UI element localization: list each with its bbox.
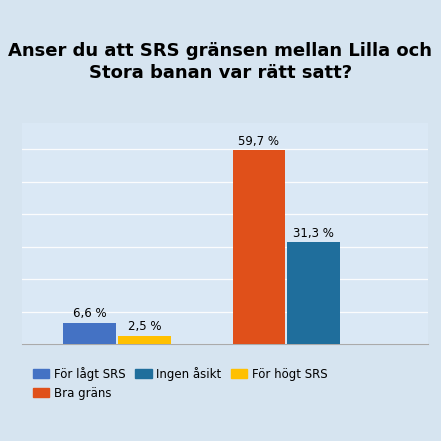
Bar: [118, 336, 171, 344]
Legend: För lågt SRS, Bra gräns, Ingen åsikt, För högt SRS: För lågt SRS, Bra gräns, Ingen åsikt, Fö…: [28, 362, 333, 404]
Bar: [288, 243, 340, 344]
Bar: [232, 150, 285, 344]
Text: 2,5 %: 2,5 %: [128, 320, 161, 333]
Bar: [64, 322, 116, 344]
Text: 31,3 %: 31,3 %: [293, 227, 334, 240]
Text: 6,6 %: 6,6 %: [73, 307, 106, 320]
Text: Anser du att SRS gränsen mellan Lilla och
Stora banan var rätt satt?: Anser du att SRS gränsen mellan Lilla oc…: [8, 42, 433, 82]
Text: 59,7 %: 59,7 %: [238, 135, 279, 148]
